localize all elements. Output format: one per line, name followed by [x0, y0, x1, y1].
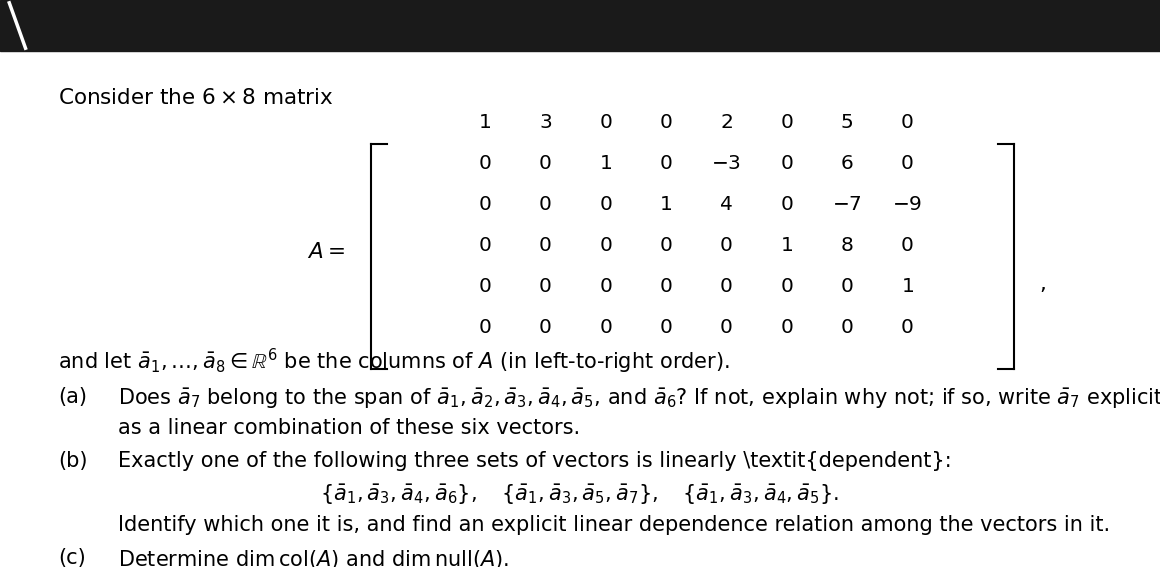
Text: $0$: $0$: [659, 277, 673, 296]
Text: $-9$: $-9$: [892, 195, 922, 214]
Text: $\{\bar{a}_1, \bar{a}_3, \bar{a}_4, \bar{a}_6\}, \quad \{\bar{a}_1, \bar{a}_3, \: $\{\bar{a}_1, \bar{a}_3, \bar{a}_4, \bar…: [320, 483, 840, 507]
Text: ,: ,: [1039, 273, 1046, 294]
Text: Exactly one of the following three sets of vectors is linearly \textit{dependent: Exactly one of the following three sets …: [118, 451, 952, 471]
Text: $1$: $1$: [900, 277, 914, 296]
Text: (b): (b): [58, 451, 87, 471]
Text: as a linear combination of these six vectors.: as a linear combination of these six vec…: [118, 418, 580, 438]
Text: $1$: $1$: [780, 236, 793, 255]
Text: and let $\bar{a}_1, \ldots, \bar{a}_8 \in \mathbb{R}^6$ be the columns of $A$ (i: and let $\bar{a}_1, \ldots, \bar{a}_8 \i…: [58, 347, 730, 376]
Text: $0$: $0$: [900, 154, 914, 174]
Text: $0$: $0$: [659, 113, 673, 133]
Text: (c): (c): [58, 548, 86, 567]
Text: $1$: $1$: [599, 154, 612, 174]
Text: Consider the $6 \times 8$ matrix: Consider the $6 \times 8$ matrix: [58, 88, 334, 108]
Text: $6$: $6$: [840, 154, 854, 174]
Text: $0$: $0$: [780, 113, 793, 133]
Text: $4$: $4$: [719, 195, 733, 214]
Text: $0$: $0$: [900, 113, 914, 133]
Text: $0$: $0$: [659, 318, 673, 337]
Text: $0$: $0$: [719, 318, 733, 337]
Text: $1$: $1$: [478, 113, 492, 133]
Text: $8$: $8$: [840, 236, 854, 255]
Text: $0$: $0$: [599, 277, 612, 296]
Text: $0$: $0$: [719, 277, 733, 296]
Text: $0$: $0$: [599, 236, 612, 255]
Text: $0$: $0$: [840, 318, 854, 337]
Text: Does $\bar{a}_7$ belong to the span of $\bar{a}_1, \bar{a}_2, \bar{a}_3, \bar{a}: Does $\bar{a}_7$ belong to the span of $…: [118, 387, 1160, 411]
Text: $0$: $0$: [900, 318, 914, 337]
Text: $A = $: $A = $: [307, 242, 346, 263]
Text: $0$: $0$: [900, 236, 914, 255]
Text: $0$: $0$: [478, 236, 492, 255]
Text: $0$: $0$: [538, 318, 552, 337]
Text: $2$: $2$: [719, 113, 733, 133]
Text: $0$: $0$: [478, 154, 492, 174]
Text: $0$: $0$: [478, 277, 492, 296]
Text: $0$: $0$: [538, 236, 552, 255]
Text: $5$: $5$: [840, 113, 854, 133]
Text: $0$: $0$: [599, 318, 612, 337]
Text: $0$: $0$: [478, 318, 492, 337]
Text: $0$: $0$: [780, 277, 793, 296]
Text: Identify which one it is, and find an explicit linear dependence relation among : Identify which one it is, and find an ex…: [118, 515, 1110, 535]
Text: $0$: $0$: [599, 113, 612, 133]
Text: $0$: $0$: [780, 318, 793, 337]
Text: $0$: $0$: [780, 195, 793, 214]
Text: $0$: $0$: [538, 195, 552, 214]
Text: $0$: $0$: [478, 195, 492, 214]
Text: $0$: $0$: [659, 236, 673, 255]
Text: $0$: $0$: [840, 277, 854, 296]
Text: $-7$: $-7$: [832, 195, 862, 214]
Text: $3$: $3$: [538, 113, 552, 133]
Text: $1$: $1$: [659, 195, 673, 214]
Text: Determine $\dim \operatorname{col}(A)$ and $\dim \operatorname{null}(A)$.: Determine $\dim \operatorname{col}(A)$ a…: [118, 548, 509, 567]
Text: $0$: $0$: [659, 154, 673, 174]
Text: $0$: $0$: [538, 277, 552, 296]
Text: $0$: $0$: [599, 195, 612, 214]
Text: $0$: $0$: [538, 154, 552, 174]
Text: $0$: $0$: [780, 154, 793, 174]
Text: $0$: $0$: [719, 236, 733, 255]
Bar: [0, 0, 1160, 51]
Text: (a): (a): [58, 387, 87, 407]
Text: $-3$: $-3$: [711, 154, 741, 174]
